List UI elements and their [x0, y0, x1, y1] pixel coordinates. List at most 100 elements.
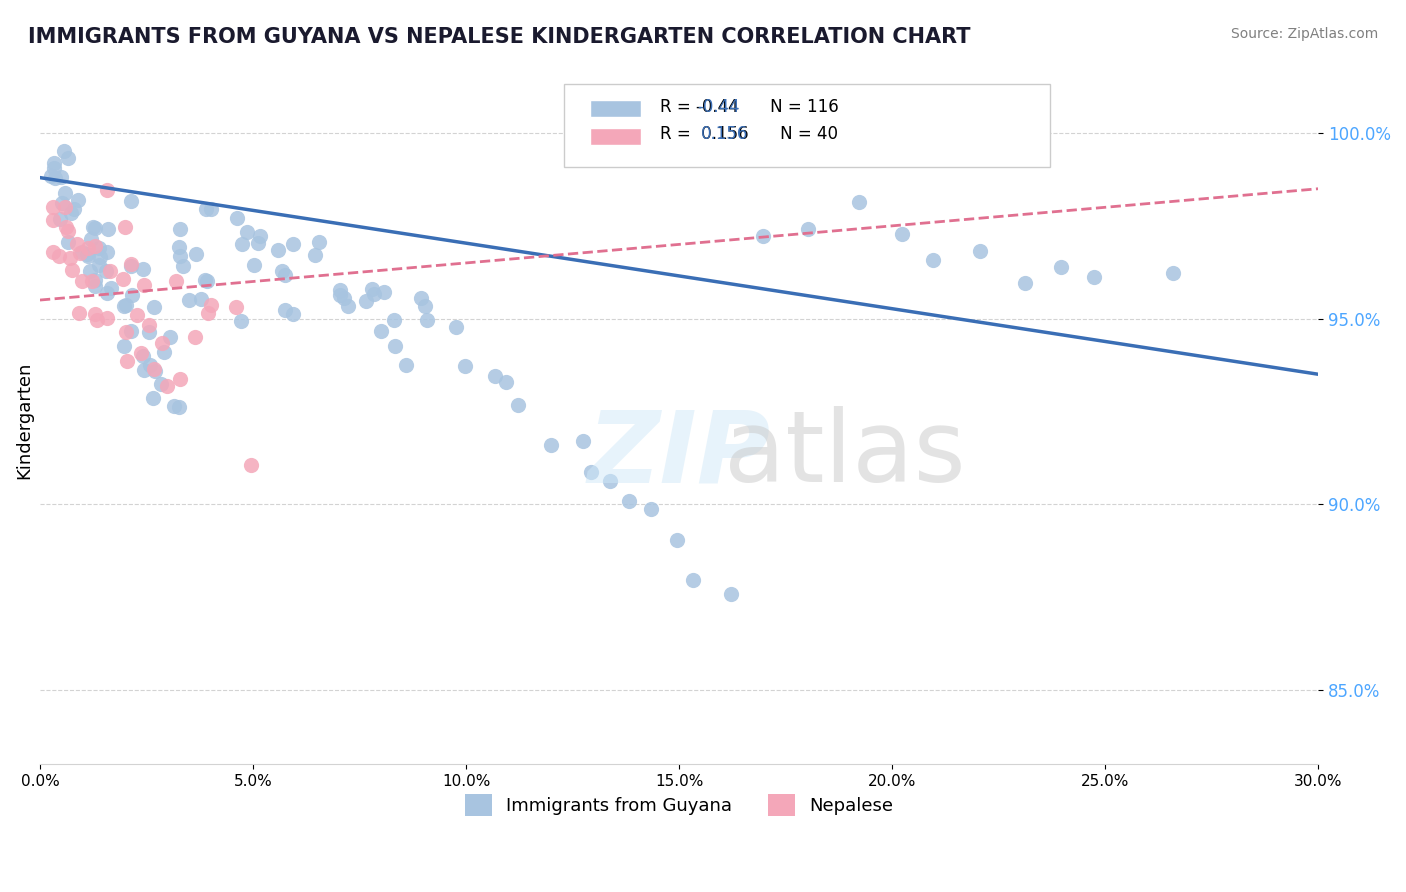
- Point: [249, 229, 271, 244]
- Point: [382, 313, 405, 327]
- Point: [115, 298, 138, 312]
- Bar: [589, 100, 641, 117]
- Point: [446, 319, 468, 334]
- Point: [139, 358, 162, 372]
- Point: [329, 283, 352, 297]
- Point: [132, 262, 155, 277]
- Point: [416, 312, 439, 326]
- Point: [274, 268, 297, 282]
- Point: [506, 398, 529, 412]
- Point: [84, 221, 107, 235]
- Point: [751, 229, 773, 244]
- Point: [100, 281, 122, 295]
- Point: [42, 245, 65, 260]
- Text: 0.156: 0.156: [700, 126, 748, 144]
- Point: [1014, 276, 1036, 290]
- Point: [66, 236, 89, 251]
- Point: [329, 287, 352, 301]
- Point: [149, 376, 172, 391]
- Point: [411, 291, 433, 305]
- Point: [1083, 270, 1105, 285]
- Point: [454, 359, 477, 374]
- Point: [169, 371, 191, 385]
- Point: [114, 299, 136, 313]
- Point: [132, 349, 155, 363]
- Point: [142, 391, 165, 405]
- Point: [190, 292, 212, 306]
- Point: [79, 264, 101, 278]
- Point: [143, 364, 166, 378]
- Point: [69, 246, 91, 260]
- Point: [138, 326, 160, 340]
- Point: [121, 287, 143, 301]
- Point: [200, 202, 222, 217]
- Point: [922, 253, 945, 268]
- Point: [172, 259, 194, 273]
- Point: [52, 145, 75, 159]
- Point: [60, 263, 83, 277]
- Point: [162, 399, 184, 413]
- Point: [384, 339, 406, 353]
- Point: [194, 272, 217, 286]
- Point: [225, 211, 247, 225]
- Point: [225, 300, 247, 314]
- Point: [138, 318, 160, 332]
- Bar: [589, 128, 641, 145]
- Legend: Immigrants from Guyana, Nepalese: Immigrants from Guyana, Nepalese: [457, 787, 901, 823]
- Point: [231, 236, 253, 251]
- Point: [72, 244, 94, 259]
- Point: [55, 200, 77, 214]
- Point: [114, 220, 136, 235]
- Point: [76, 247, 98, 261]
- Point: [848, 195, 870, 210]
- Point: [271, 263, 294, 277]
- Point: [796, 221, 818, 235]
- Point: [63, 202, 86, 217]
- Point: [41, 213, 63, 227]
- Point: [77, 249, 100, 263]
- Point: [60, 206, 83, 220]
- Point: [51, 170, 73, 185]
- Point: [42, 161, 65, 175]
- Point: [132, 363, 155, 377]
- FancyBboxPatch shape: [564, 85, 1050, 167]
- Text: Source: ZipAtlas.com: Source: ZipAtlas.com: [1230, 27, 1378, 41]
- Point: [112, 339, 135, 353]
- Point: [308, 235, 330, 250]
- Point: [127, 308, 149, 322]
- Point: [143, 361, 166, 376]
- Point: [177, 293, 200, 307]
- Point: [640, 502, 662, 516]
- Point: [84, 279, 107, 293]
- Point: [53, 186, 76, 200]
- Point: [247, 236, 270, 251]
- Point: [243, 259, 266, 273]
- Point: [599, 475, 621, 489]
- Point: [229, 314, 252, 328]
- Point: [184, 329, 207, 343]
- Point: [373, 285, 395, 299]
- Point: [48, 249, 70, 263]
- Point: [56, 151, 79, 165]
- Point: [115, 353, 138, 368]
- Text: atlas: atlas: [724, 407, 966, 503]
- Point: [96, 183, 118, 197]
- Point: [80, 274, 103, 288]
- Point: [67, 193, 90, 207]
- Point: [97, 222, 120, 236]
- Point: [195, 202, 218, 216]
- Point: [336, 299, 359, 313]
- Point: [184, 246, 207, 260]
- Point: [89, 250, 111, 264]
- Point: [70, 274, 93, 288]
- Point: [304, 248, 326, 262]
- Point: [58, 224, 80, 238]
- Point: [281, 307, 304, 321]
- Point: [273, 303, 295, 318]
- Point: [1163, 266, 1185, 280]
- Text: R =  0.156      N = 40: R = 0.156 N = 40: [659, 126, 838, 144]
- Point: [370, 324, 392, 338]
- Point: [56, 235, 79, 249]
- Point: [484, 368, 506, 383]
- Point: [356, 293, 378, 308]
